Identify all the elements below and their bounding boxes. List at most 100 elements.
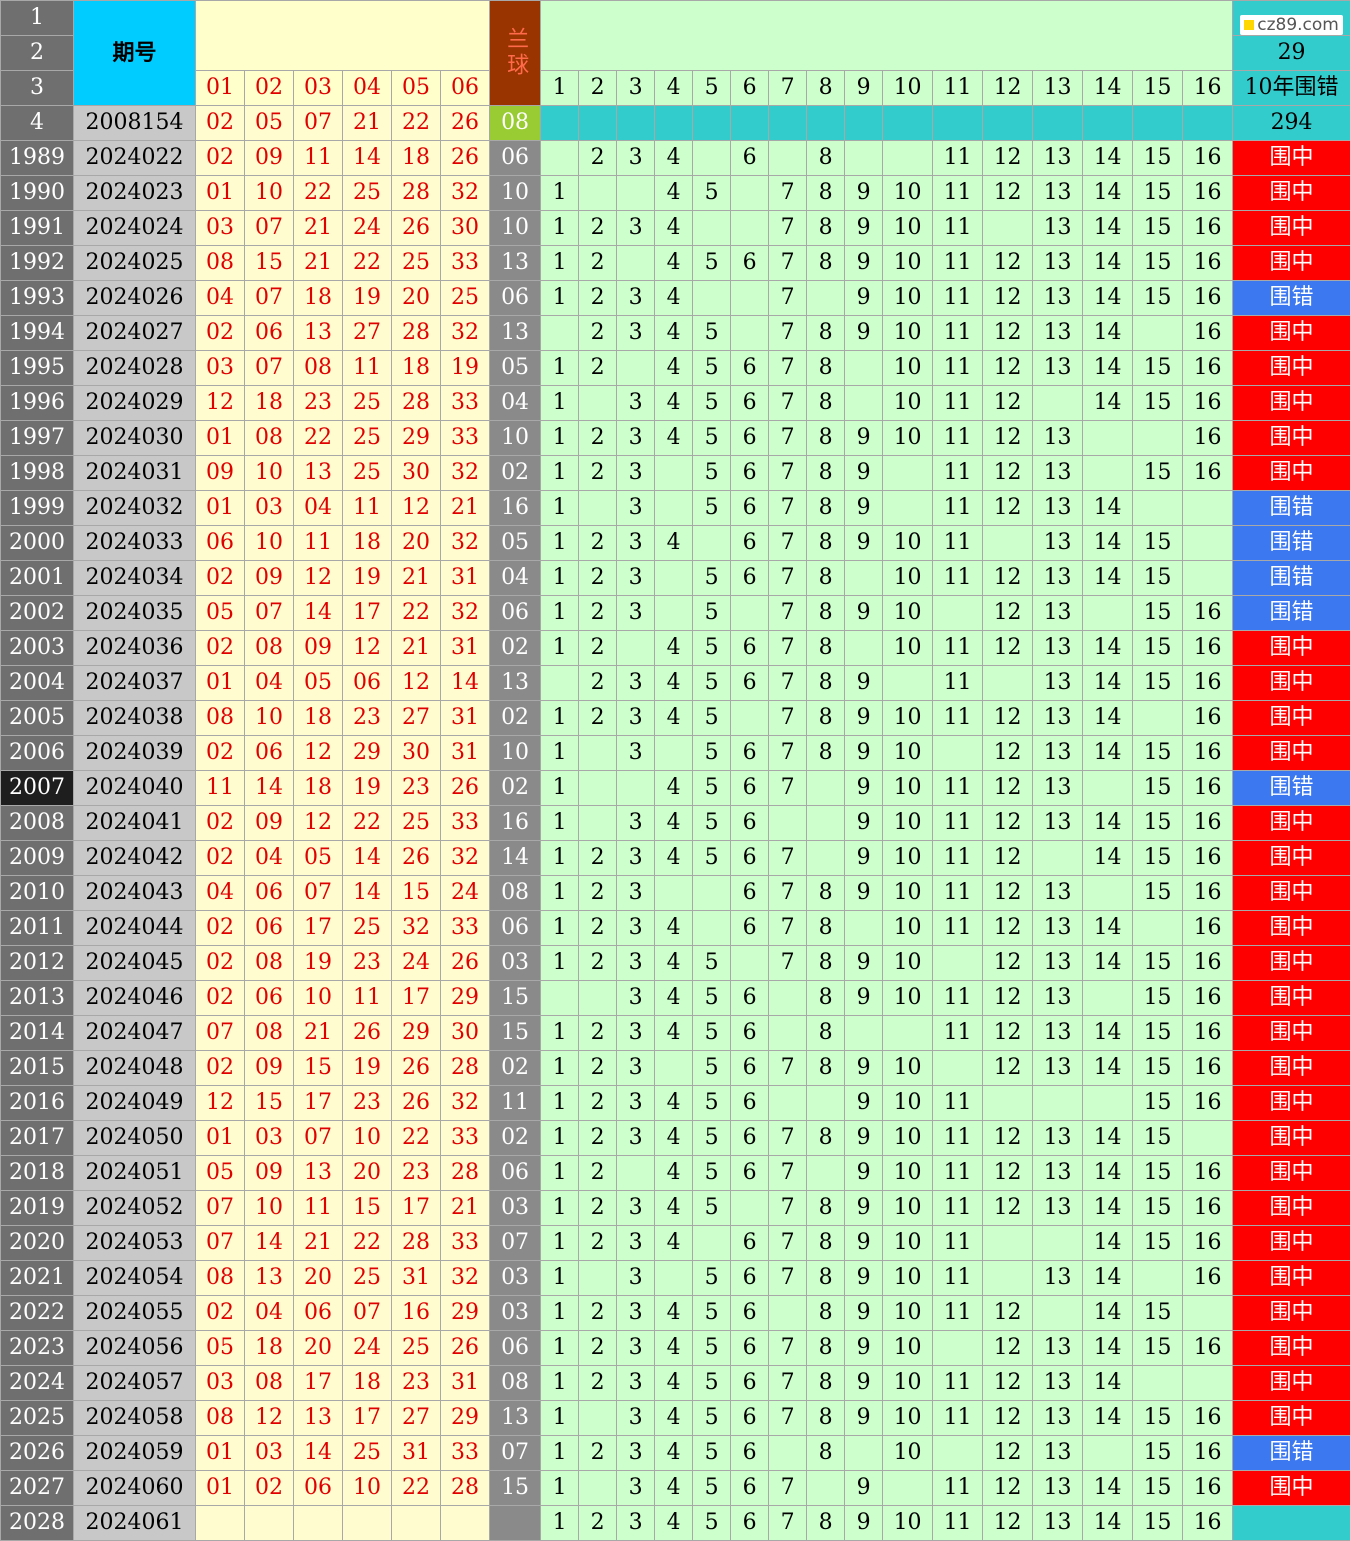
green-number-cell[interactable]: 4 bbox=[655, 981, 693, 1016]
green-number-cell[interactable]: 5 bbox=[693, 841, 731, 876]
green-number-cell[interactable]: 7 bbox=[769, 1401, 807, 1436]
status-badge[interactable]: 围中 bbox=[1233, 246, 1350, 281]
green-number-cell[interactable]: 12 bbox=[983, 736, 1033, 771]
period-cell[interactable]: 2024051 bbox=[74, 1156, 196, 1191]
red-ball-cell[interactable]: 07 bbox=[196, 1191, 245, 1226]
status-badge[interactable]: 围中 bbox=[1233, 316, 1350, 351]
status-badge[interactable]: 围中 bbox=[1233, 351, 1350, 386]
green-number-cell[interactable]: 15 bbox=[1133, 1506, 1183, 1541]
red-ball-cell[interactable]: 05 bbox=[196, 1331, 245, 1366]
red-ball-cell[interactable]: 01 bbox=[196, 1436, 245, 1471]
row-number[interactable]: 2020 bbox=[1, 1226, 74, 1261]
green-number-cell[interactable]: 16 bbox=[1183, 1226, 1233, 1261]
red-ball-cell[interactable]: 15 bbox=[294, 1051, 343, 1086]
red-ball-cell[interactable]: 05 bbox=[294, 666, 343, 701]
green-number-cell[interactable]: 8 bbox=[807, 1226, 845, 1261]
red-ball-cell[interactable]: 17 bbox=[294, 1086, 343, 1121]
status-badge[interactable]: 围中 bbox=[1233, 1191, 1350, 1226]
green-number-cell[interactable] bbox=[883, 456, 933, 491]
green-number-cell[interactable]: 14 bbox=[1083, 246, 1133, 281]
green-number-cell[interactable]: 14 bbox=[1083, 701, 1133, 736]
green-number-cell[interactable]: 1 bbox=[541, 1331, 579, 1366]
green-number-cell[interactable]: 13 bbox=[1033, 1506, 1083, 1541]
green-number-cell[interactable]: 2 bbox=[579, 1436, 617, 1471]
green-blank-cell[interactable] bbox=[1133, 106, 1183, 141]
green-number-cell[interactable]: 1 bbox=[541, 1191, 579, 1226]
period-cell[interactable]: 2024032 bbox=[74, 491, 196, 526]
period-cell[interactable]: 2024024 bbox=[74, 211, 196, 246]
green-number-cell[interactable]: 10 bbox=[883, 421, 933, 456]
red-ball-cell[interactable]: 25 bbox=[343, 911, 392, 946]
period-cell[interactable]: 2024049 bbox=[74, 1086, 196, 1121]
green-number-cell[interactable]: 5 bbox=[693, 1471, 731, 1506]
blue-ball-cell[interactable]: 13 bbox=[490, 1401, 541, 1436]
green-number-cell[interactable] bbox=[579, 491, 617, 526]
period-cell[interactable]: 2024056 bbox=[74, 1331, 196, 1366]
green-number-cell[interactable]: 9 bbox=[845, 946, 883, 981]
blue-ball-cell[interactable]: 06 bbox=[490, 596, 541, 631]
green-number-cell[interactable]: 2 bbox=[579, 1086, 617, 1121]
green-number-cell[interactable]: 16 bbox=[1183, 1471, 1233, 1506]
red-ball-cell[interactable]: 29 bbox=[441, 1401, 490, 1436]
green-number-cell[interactable]: 10 bbox=[883, 1261, 933, 1296]
red-ball-cell[interactable]: 06 bbox=[245, 736, 294, 771]
red-ball-cell[interactable]: 28 bbox=[441, 1156, 490, 1191]
green-number-cell[interactable]: 4 bbox=[655, 1506, 693, 1541]
red-ball-cell[interactable]: 19 bbox=[441, 351, 490, 386]
green-number-cell[interactable]: 14 bbox=[1083, 141, 1133, 176]
red-ball-cell[interactable]: 06 bbox=[343, 666, 392, 701]
status-badge[interactable]: 围错 bbox=[1233, 596, 1350, 631]
green-number-cell[interactable]: 14 bbox=[1083, 351, 1133, 386]
blue-ball-cell[interactable]: 02 bbox=[490, 1051, 541, 1086]
status-badge[interactable]: 围中 bbox=[1233, 701, 1350, 736]
green-number-cell[interactable] bbox=[655, 736, 693, 771]
green-number-cell[interactable]: 15 bbox=[1133, 981, 1183, 1016]
period-cell[interactable]: 2024054 bbox=[74, 1261, 196, 1296]
green-number-cell[interactable]: 10 bbox=[883, 1331, 933, 1366]
red-col-header[interactable]: 04 bbox=[343, 71, 392, 106]
red-ball-cell[interactable]: 02 bbox=[196, 981, 245, 1016]
green-number-cell[interactable]: 9 bbox=[845, 1401, 883, 1436]
red-ball-cell[interactable]: 22 bbox=[392, 596, 441, 631]
green-number-cell[interactable]: 1 bbox=[541, 456, 579, 491]
green-number-cell[interactable]: 3 bbox=[617, 1296, 655, 1331]
row-number[interactable]: 2023 bbox=[1, 1331, 74, 1366]
green-number-cell[interactable]: 2 bbox=[579, 211, 617, 246]
green-number-cell[interactable]: 4 bbox=[655, 771, 693, 806]
green-number-cell[interactable]: 10 bbox=[883, 946, 933, 981]
green-number-cell[interactable]: 12 bbox=[983, 981, 1033, 1016]
row-number[interactable]: 2010 bbox=[1, 876, 74, 911]
green-number-cell[interactable]: 12 bbox=[983, 946, 1033, 981]
row-number[interactable]: 2011 bbox=[1, 911, 74, 946]
green-number-cell[interactable]: 16 bbox=[1183, 176, 1233, 211]
red-ball-cell[interactable]: 29 bbox=[392, 421, 441, 456]
green-number-cell[interactable]: 3 bbox=[617, 701, 655, 736]
red-ball-cell[interactable]: 04 bbox=[245, 841, 294, 876]
green-number-cell[interactable]: 1 bbox=[541, 526, 579, 561]
green-number-cell[interactable]: 2 bbox=[579, 1226, 617, 1261]
green-number-cell[interactable] bbox=[731, 176, 769, 211]
red-ball-cell[interactable]: 15 bbox=[245, 1086, 294, 1121]
green-number-cell[interactable]: 6 bbox=[731, 351, 769, 386]
period-cell[interactable]: 2024048 bbox=[74, 1051, 196, 1086]
green-number-cell[interactable]: 10 bbox=[883, 806, 933, 841]
green-number-cell[interactable]: 10 bbox=[883, 1401, 933, 1436]
green-number-cell[interactable]: 1 bbox=[541, 1401, 579, 1436]
green-number-cell[interactable]: 1 bbox=[541, 701, 579, 736]
green-number-cell[interactable]: 1 bbox=[541, 876, 579, 911]
green-number-cell[interactable]: 5 bbox=[693, 491, 731, 526]
green-number-cell[interactable] bbox=[1183, 561, 1233, 596]
green-number-cell[interactable]: 9 bbox=[845, 1366, 883, 1401]
red-ball-cell[interactable]: 12 bbox=[294, 806, 343, 841]
red-ball-cell[interactable]: 31 bbox=[441, 1366, 490, 1401]
green-number-cell[interactable] bbox=[1133, 491, 1183, 526]
green-number-cell[interactable]: 5 bbox=[693, 701, 731, 736]
period-cell[interactable]: 2024029 bbox=[74, 386, 196, 421]
red-ball-cell[interactable]: 07 bbox=[245, 351, 294, 386]
red-ball-cell[interactable]: 07 bbox=[294, 876, 343, 911]
red-ball-cell[interactable]: 28 bbox=[392, 176, 441, 211]
green-number-cell[interactable] bbox=[579, 1471, 617, 1506]
blue-ball-cell[interactable]: 06 bbox=[490, 281, 541, 316]
green-number-cell[interactable]: 5 bbox=[693, 1261, 731, 1296]
period-cell[interactable]: 2024022 bbox=[74, 141, 196, 176]
